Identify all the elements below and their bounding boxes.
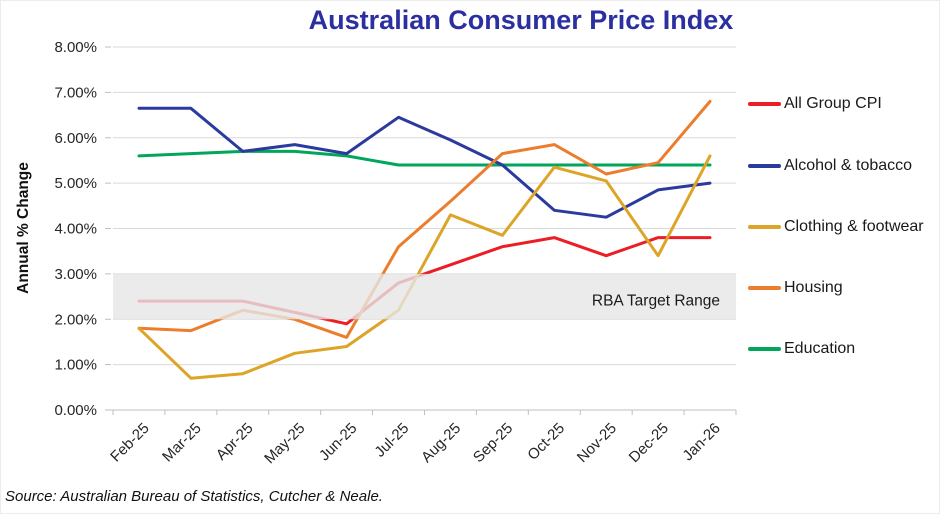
y-axis-label: 8.00% bbox=[54, 39, 97, 56]
y-axis-title: Annual % Change bbox=[15, 162, 32, 294]
legend-item-alcohol-tobacco: Alcohol & tobacco bbox=[748, 156, 912, 176]
y-axis-ticks bbox=[105, 46, 111, 411]
legend-label: Housing bbox=[784, 279, 843, 296]
x-axis-label: May-25 bbox=[261, 420, 308, 467]
legend-swatch-alcohol-tobacco bbox=[748, 164, 781, 168]
x-axis-labels: Feb-25 Mar-25 Apr-25 May-25 Jun-25 Jul-25 Aug-… bbox=[107, 420, 724, 467]
series-line-clothing-footwear bbox=[137, 154, 712, 380]
x-axis-label: Aug-25 bbox=[418, 420, 464, 466]
y-axis-label: 1.00% bbox=[54, 357, 97, 374]
legend-label: All Group CPI bbox=[784, 95, 882, 112]
legend-item-clothing-footwear: Clothing & footwear bbox=[748, 217, 924, 237]
legend-swatch-housing bbox=[748, 286, 781, 290]
y-axis-label: 5.00% bbox=[54, 175, 97, 192]
x-axis-label: Nov-25 bbox=[574, 420, 620, 466]
legend-swatch-all-group-cpi bbox=[748, 102, 781, 106]
legend-swatch-clothing-footwear bbox=[748, 225, 781, 229]
y-axis-label: 3.00% bbox=[54, 266, 97, 283]
y-axis-label: 2.00% bbox=[54, 311, 97, 328]
chart-legend: All Group CPI Alcohol & tobacco Clothing &… bbox=[748, 1, 938, 461]
x-axis-label: Mar-25 bbox=[159, 420, 205, 466]
rba-target-range-label: RBA Target Range bbox=[592, 292, 720, 309]
gridlines bbox=[113, 46, 736, 411]
x-axis-label: Sep-25 bbox=[470, 420, 516, 466]
y-axis-label: 7.00% bbox=[54, 84, 97, 101]
legend-label: Education bbox=[784, 340, 856, 357]
cpi-line-chart: 0.00% 1.00% 2.00% 3.00% 4.00% 5.00% 6.00% 7.00%… bbox=[15, 39, 737, 467]
x-axis-label: Apr-25 bbox=[213, 420, 257, 464]
y-axis-label: 6.00% bbox=[54, 130, 97, 147]
series-line-alcohol-tobacco bbox=[137, 106, 712, 219]
x-axis-label: Jan-26 bbox=[679, 420, 723, 464]
legend-label: Alcohol & tobacco bbox=[784, 157, 913, 174]
x-axis-label: Feb-25 bbox=[107, 420, 153, 466]
x-axis-label: Jun-25 bbox=[316, 420, 360, 464]
y-axis-label: 4.00% bbox=[54, 221, 97, 238]
x-axis-label: Jul-25 bbox=[371, 420, 412, 461]
x-axis-ticks bbox=[112, 410, 737, 415]
x-axis-label: Dec-25 bbox=[626, 420, 672, 466]
legend-swatch-education bbox=[748, 347, 781, 351]
y-axis-labels: 0.00% 1.00% 2.00% 3.00% 4.00% 5.00% 6.00% 7.00%… bbox=[54, 39, 97, 419]
legend-item-education: Education bbox=[748, 339, 855, 359]
x-axis-label: Oct-25 bbox=[524, 420, 568, 464]
source-text: Source: Australian Bureau of Statistics,… bbox=[5, 488, 383, 505]
rba-target-range-band bbox=[113, 273, 736, 320]
y-axis-label: 0.00% bbox=[54, 402, 97, 419]
series-line-education bbox=[137, 149, 712, 167]
legend-item-housing: Housing bbox=[748, 278, 843, 298]
legend-label: Clothing & footwear bbox=[784, 218, 924, 235]
chart-title: Australian Consumer Price Index bbox=[308, 5, 734, 35]
legend-item-all-group-cpi: All Group CPI bbox=[748, 94, 882, 114]
series-lines bbox=[137, 99, 712, 380]
